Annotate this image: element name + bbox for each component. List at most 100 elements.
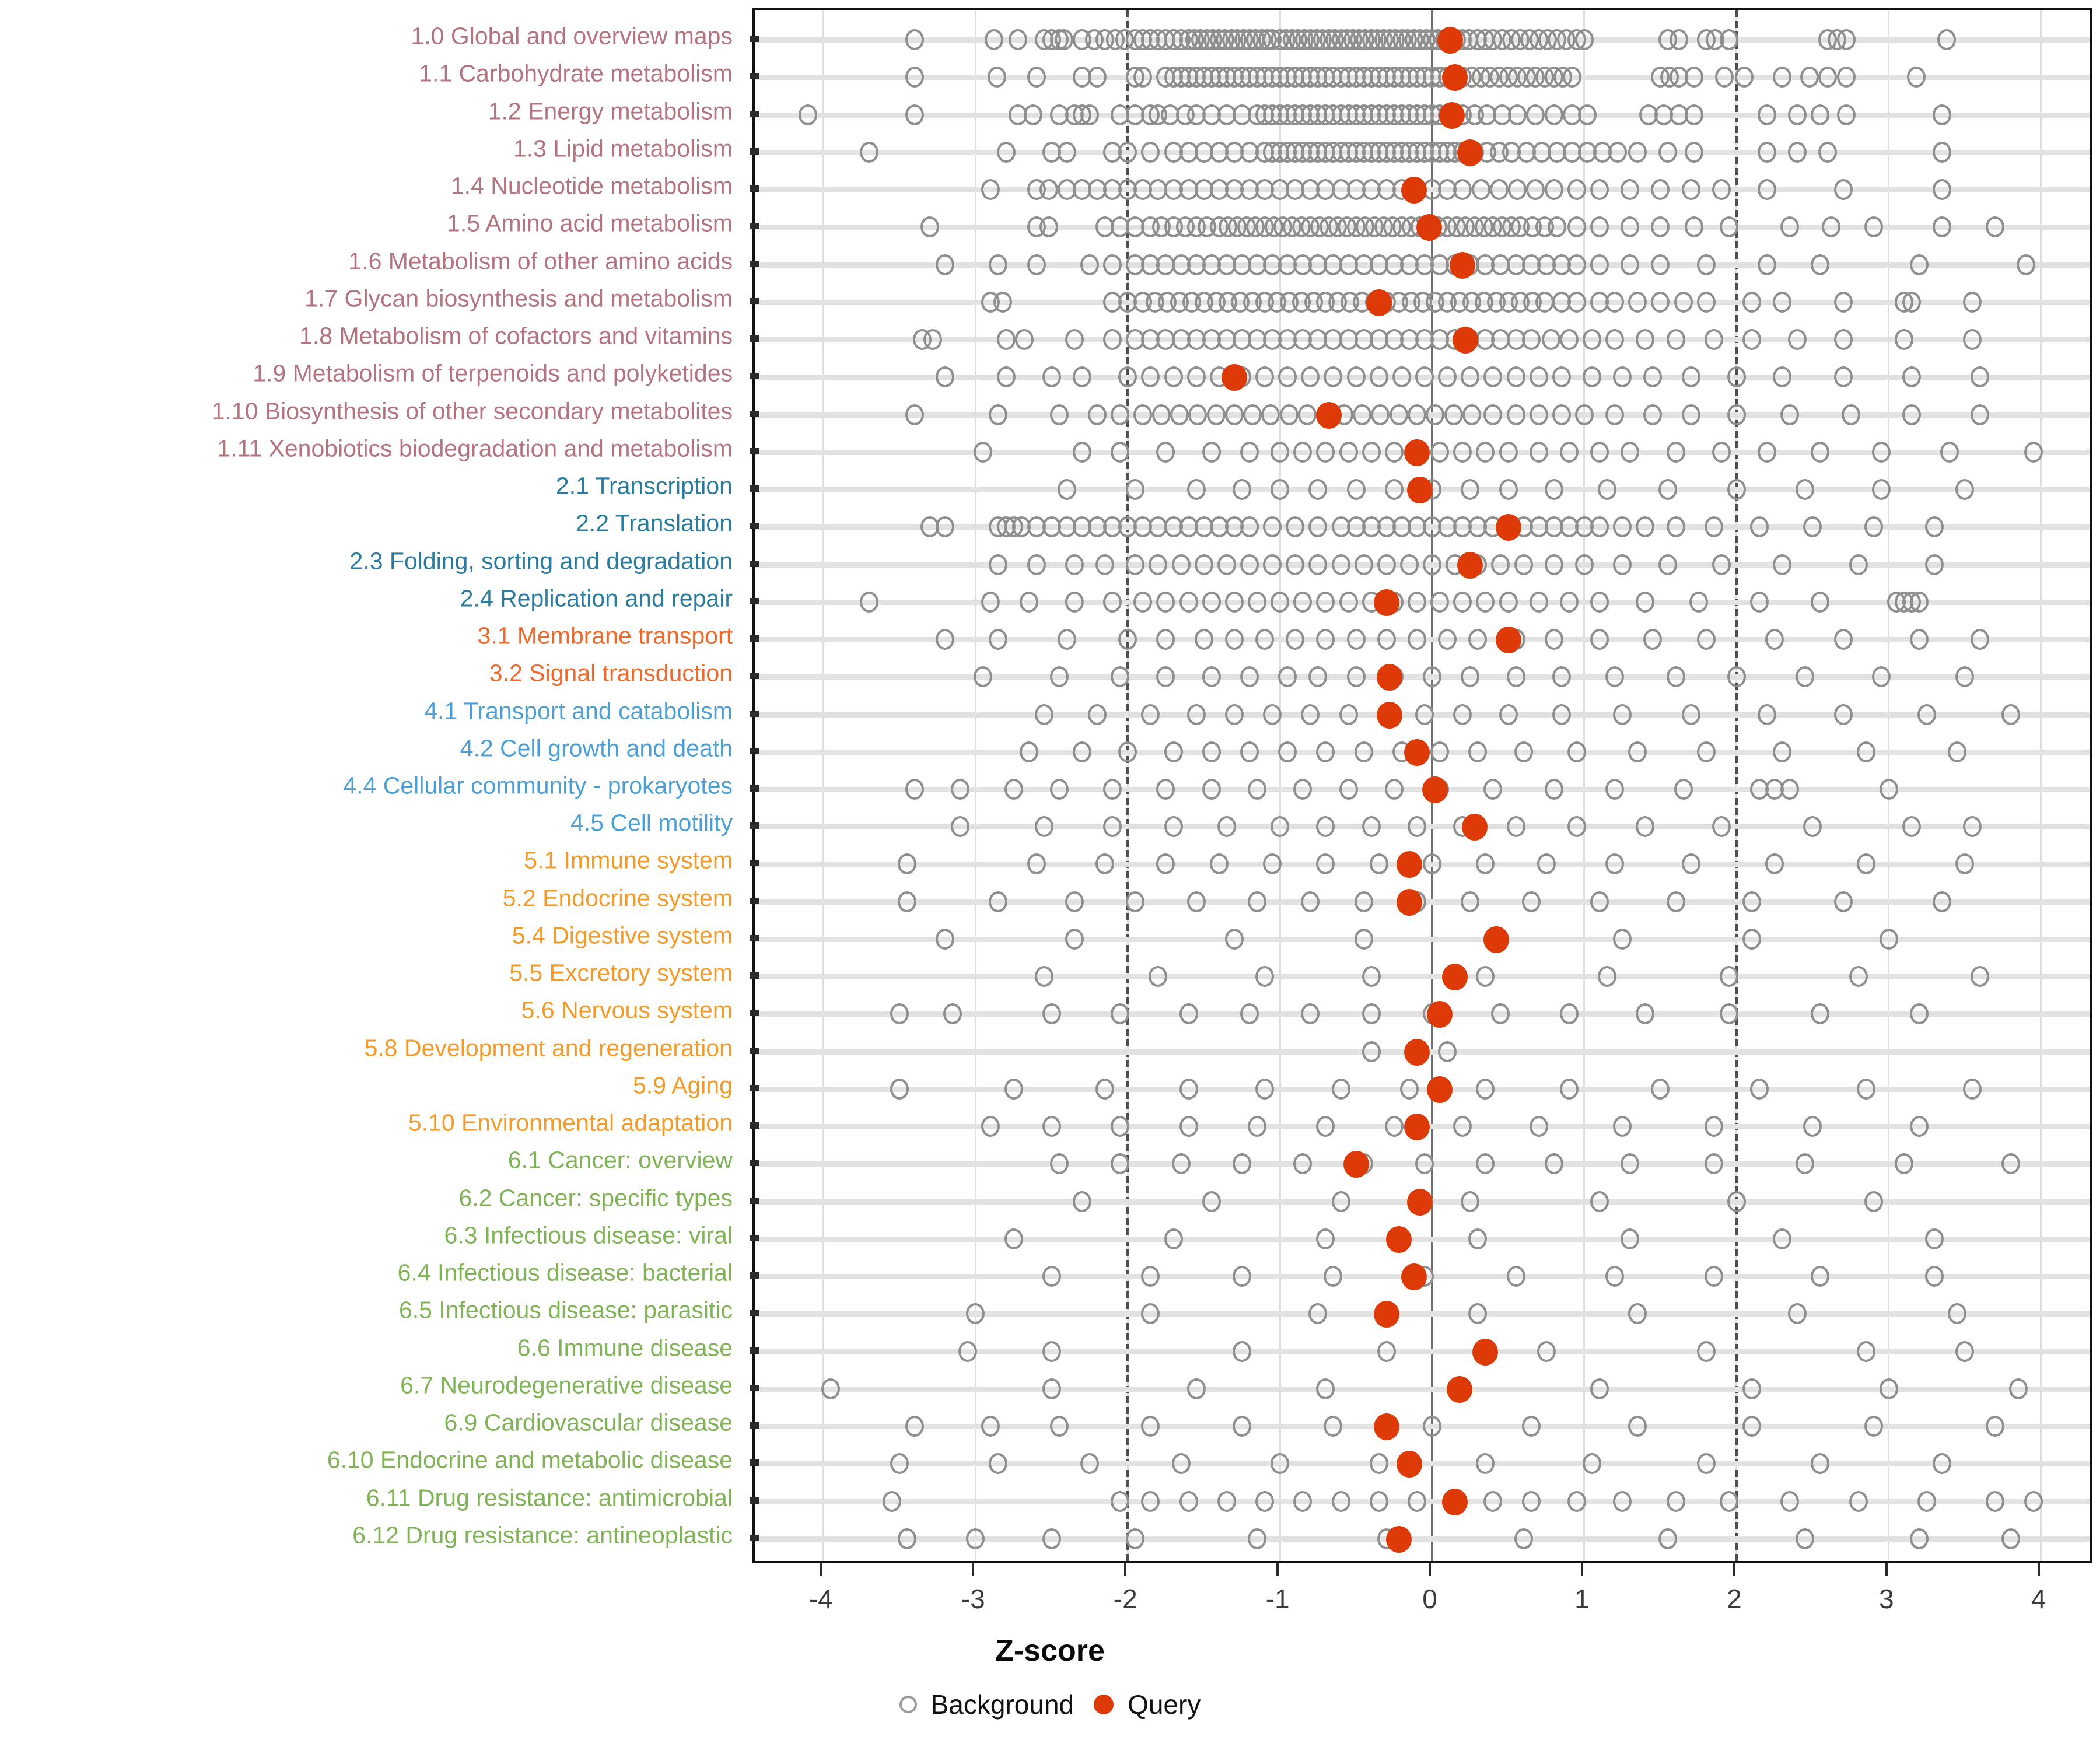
background-point	[1620, 441, 1640, 463]
background-point	[1308, 516, 1328, 538]
y-axis-label-9: 1.9 Metabolism of terpenoids and polyket…	[253, 359, 733, 387]
query-point[interactable]	[1373, 589, 1399, 616]
query-point[interactable]	[1427, 1076, 1453, 1103]
y-axis-label-39: 6.11 Drug resistance: antimicrobial	[366, 1484, 733, 1511]
query-point[interactable]	[1376, 701, 1402, 729]
background-point	[1541, 329, 1560, 351]
query-point[interactable]	[1404, 439, 1430, 466]
background-point	[1574, 554, 1594, 575]
background-point	[1674, 291, 1693, 313]
background-point	[1567, 291, 1586, 313]
background-point	[1423, 554, 1442, 575]
background-point	[1255, 629, 1275, 650]
query-point[interactable]	[1457, 139, 1483, 166]
y-axis-label-23: 5.2 Endocrine system	[502, 884, 733, 912]
y-axis-label-22: 5.1 Immune system	[524, 846, 733, 874]
query-point[interactable]	[1442, 64, 1468, 92]
query-point[interactable]	[1373, 1301, 1399, 1328]
background-point	[1971, 629, 1990, 650]
background-point	[1559, 1078, 1578, 1100]
query-point[interactable]	[1396, 888, 1422, 916]
query-point[interactable]	[1385, 1525, 1412, 1553]
query-point[interactable]	[1221, 364, 1247, 391]
data-row	[755, 772, 2090, 804]
background-point	[1925, 1266, 1944, 1287]
background-point	[1666, 1490, 1685, 1512]
background-point	[1202, 591, 1221, 612]
query-point[interactable]	[1462, 814, 1488, 841]
query-point[interactable]	[1442, 964, 1468, 991]
query-point[interactable]	[1438, 102, 1465, 129]
background-point	[1308, 554, 1328, 575]
gridline-x-4	[2040, 10, 2042, 1561]
background-point	[1590, 179, 1609, 201]
x-axis-tick--3	[972, 1563, 975, 1576]
background-point	[1833, 291, 1853, 313]
background-point	[1552, 366, 1571, 388]
x-axis-ticklabel--4: -4	[808, 1584, 833, 1614]
query-point[interactable]	[1385, 1226, 1412, 1253]
y-axis-tick	[750, 1384, 760, 1391]
query-point[interactable]	[1422, 776, 1448, 803]
background-point	[1714, 66, 1734, 88]
background-point	[1080, 254, 1099, 275]
y-axis-tick	[750, 1197, 760, 1204]
query-point[interactable]	[1483, 926, 1509, 953]
background-point	[1004, 1078, 1023, 1100]
background-point	[1689, 591, 1708, 612]
background-point	[1263, 704, 1282, 725]
query-point[interactable]	[1343, 1151, 1369, 1178]
query-point[interactable]	[1401, 1264, 1427, 1291]
background-point	[1821, 216, 1840, 238]
background-point	[1544, 629, 1563, 650]
row-baseline	[755, 1536, 2090, 1542]
background-point	[1133, 66, 1153, 88]
query-point[interactable]	[1416, 214, 1442, 242]
background-point	[1240, 554, 1259, 575]
background-point	[1476, 853, 1495, 875]
background-point	[1948, 1303, 1967, 1325]
query-point[interactable]	[1452, 327, 1479, 354]
background-point	[1279, 404, 1298, 425]
background-point	[1346, 479, 1366, 501]
background-point	[1681, 704, 1700, 725]
background-point	[1065, 554, 1084, 575]
query-point[interactable]	[1404, 1038, 1430, 1066]
background-point	[1598, 966, 1617, 988]
background-point	[1719, 966, 1738, 988]
query-point[interactable]	[1315, 401, 1342, 429]
query-point[interactable]	[1495, 514, 1521, 541]
background-point	[981, 591, 1000, 612]
query-point[interactable]	[1437, 27, 1464, 54]
background-point	[1278, 741, 1297, 762]
background-point	[1186, 1378, 1206, 1399]
query-point[interactable]	[1447, 1376, 1472, 1403]
query-point[interactable]	[1404, 1114, 1430, 1141]
background-point	[1636, 516, 1655, 538]
query-point[interactable]	[1366, 289, 1392, 316]
background-point	[1331, 1490, 1350, 1512]
background-point	[1362, 966, 1381, 988]
background-point	[1544, 479, 1563, 501]
query-point[interactable]	[1407, 1188, 1433, 1216]
legend-item-background[interactable]: Background	[899, 1689, 1074, 1720]
query-point[interactable]	[1396, 851, 1422, 878]
query-point[interactable]	[1495, 626, 1521, 654]
query-point[interactable]	[1404, 738, 1430, 766]
legend-item-query[interactable]: Query	[1094, 1689, 1200, 1720]
query-point[interactable]	[1407, 477, 1433, 504]
query-point[interactable]	[1396, 1451, 1422, 1478]
y-axis-tick	[750, 223, 760, 230]
query-point[interactable]	[1376, 664, 1402, 691]
data-row	[755, 734, 2090, 767]
query-point[interactable]	[1373, 1413, 1399, 1441]
y-axis-label-18: 4.1 Transport and catabolism	[424, 697, 733, 724]
query-point[interactable]	[1450, 251, 1476, 279]
background-point	[1963, 291, 1982, 313]
query-point[interactable]	[1401, 177, 1427, 204]
y-axis-tick	[750, 972, 760, 979]
query-point[interactable]	[1427, 1001, 1453, 1028]
query-point[interactable]	[1472, 1338, 1499, 1366]
query-point[interactable]	[1442, 1488, 1468, 1516]
query-point[interactable]	[1457, 551, 1483, 579]
